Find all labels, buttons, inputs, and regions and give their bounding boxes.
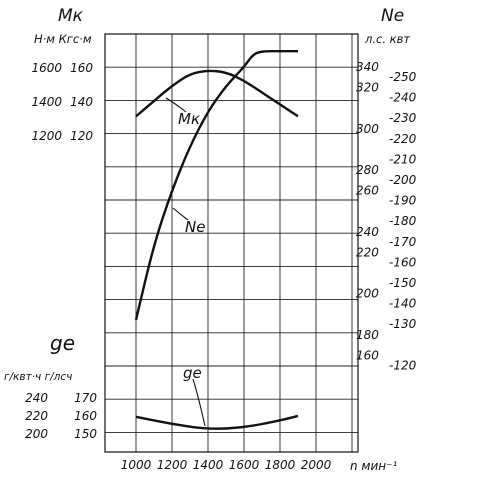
ne-label-pointer [172, 207, 189, 221]
ne-tick-ls: 220 [356, 245, 379, 259]
ne-tick-kvt: -230 [389, 111, 417, 125]
ne-tick-ls: 320 [356, 81, 379, 95]
mk-tick-kgsm: 160 [70, 61, 93, 75]
mk-curve-label: Mк [178, 110, 200, 128]
ne-tick-kvt: -150 [389, 276, 417, 290]
ne-tick-ls: 340 [356, 60, 379, 74]
chart-grid [104, 33, 359, 453]
x-tick-label: 1800 [265, 458, 296, 472]
x-tick-label: 2000 [301, 458, 332, 472]
ne-tick-ls: 280 [356, 163, 379, 177]
ge-axis-units: г/квт·ч г/лсч [4, 371, 72, 383]
ge-curve-label: ge [183, 364, 202, 382]
ge-tick-glsch: 150 [74, 427, 97, 441]
ne-tick-ls: 200 [356, 287, 379, 301]
ne-tick-kvt: -180 [389, 214, 417, 228]
mk-tick-labels: 1600 160 1400 140 1200 120 [31, 61, 93, 143]
ge-tick-gkvt: 240 [25, 391, 48, 405]
ne-tick-kvt: -130 [389, 317, 417, 331]
ne-tick-ls: 260 [356, 184, 379, 198]
ne-axis-units: л.с. квт [364, 32, 410, 46]
ne-tick-ls: 160 [356, 348, 379, 362]
ge-tick-glsch: 160 [74, 409, 97, 423]
x-tick-labels: 1000 1200 1400 1600 1800 2000 [121, 458, 332, 472]
mk-tick-kgsm: 140 [70, 95, 93, 109]
ne-tick-ls: 240 [356, 225, 379, 239]
x-axis-label: n мин⁻¹ [350, 459, 397, 473]
mk-tick-nm: 1600 [31, 61, 62, 75]
ne-curve-label: Ne [185, 218, 205, 236]
x-tick-label: 1400 [193, 458, 224, 472]
chart-curves [134, 50, 299, 430]
ne-tick-kvt: -170 [389, 235, 417, 249]
mk-tick-nm: 1400 [31, 95, 62, 109]
ge-tick-gkvt: 220 [25, 409, 48, 423]
ge-label-pointer [192, 378, 206, 427]
ne-axis-symbol: Ne [381, 6, 404, 26]
plot-frame [104, 33, 359, 453]
mk-tick-nm: 1200 [31, 129, 62, 143]
mk-axis-symbol: Mк [58, 6, 84, 26]
ge-curve [135, 414, 299, 430]
ne-tick-kvt: -220 [389, 132, 417, 146]
ne-tick-kvt: -200 [389, 173, 417, 187]
ne-tick-kvt: -140 [389, 297, 417, 311]
mk-tick-kgsm: 120 [70, 129, 93, 143]
x-tick-label: 1600 [229, 458, 260, 472]
mk-curve [135, 69, 299, 118]
ne-tick-kvt: -240 [389, 91, 417, 105]
ge-tick-glsch: 170 [74, 391, 97, 405]
ne-tick-kvt: -120 [389, 358, 417, 372]
ne-tick-kvt: -210 [389, 152, 417, 166]
ge-tick-labels: 240 170 220 160 200 150 [25, 391, 97, 441]
mk-label-pointer [165, 97, 187, 113]
ne-tick-kvt: -190 [389, 194, 417, 208]
x-tick-label: 1000 [121, 458, 152, 472]
x-tick-label: 1200 [157, 458, 188, 472]
ne-tick-ls: 300 [356, 122, 379, 136]
ne-tick-ls: 180 [356, 328, 379, 342]
ge-tick-gkvt: 200 [25, 427, 48, 441]
ne-tick-kvt: -250 [389, 70, 417, 84]
curve-label-pointers [165, 97, 206, 427]
ne-tick-labels: 340-250320-240-230300-220-210280-200260-… [356, 60, 417, 372]
ge-axis-symbol: ge [50, 331, 75, 355]
mk-axis-units: Н·м Кгс·м [34, 32, 92, 46]
ne-curve [134, 50, 298, 321]
ne-tick-kvt: -160 [389, 255, 417, 269]
